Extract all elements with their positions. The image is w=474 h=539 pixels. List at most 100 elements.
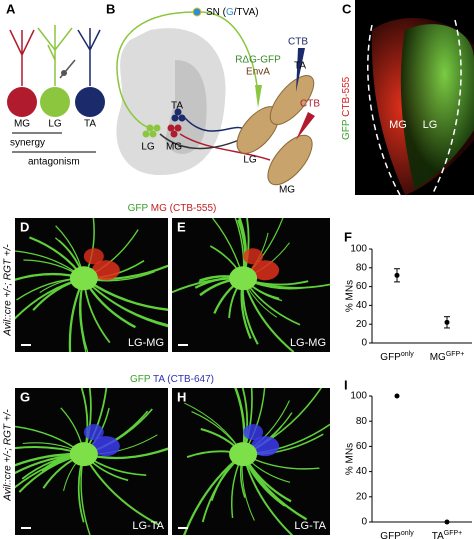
y-tick-label: 80 — [356, 416, 368, 427]
synapse — [61, 70, 67, 76]
category-sup: GFP+ — [444, 530, 462, 537]
micrograph: E LG-MG — [172, 218, 330, 352]
row-header: GFP TA (CTB-647) — [130, 374, 214, 385]
y-tick-label: 40 — [356, 466, 368, 477]
tracer-label: CTB — [288, 37, 308, 48]
category-sup: GFP+ — [446, 351, 464, 358]
channel-text: GFP — [341, 119, 352, 140]
mn-pool — [40, 87, 70, 117]
y-tick-label: 60 — [356, 281, 368, 292]
muscle — [269, 75, 315, 125]
outline — [431, 19, 462, 196]
motor-axon — [184, 117, 246, 132]
category: GFP — [380, 352, 401, 363]
panel-letter: D — [20, 219, 29, 234]
panel-letter: A — [6, 1, 16, 16]
y-tick-label: 0 — [361, 338, 367, 349]
x-tick-label: GFPonly — [380, 351, 414, 363]
y-tick-label: 20 — [356, 491, 368, 502]
panel-letter: C — [342, 1, 352, 16]
y-tick-label: 80 — [356, 262, 368, 273]
y-axis-label: % MNs — [345, 443, 356, 475]
mn-pool — [75, 87, 105, 117]
category-sup: only — [401, 351, 414, 358]
mn-pool — [7, 87, 37, 117]
soma — [69, 442, 98, 467]
muscle-label: MG — [279, 185, 295, 196]
panel-letter: F — [344, 229, 352, 244]
panel-caption: LG-MG — [290, 337, 326, 349]
micrograph: D LG-MG — [15, 218, 168, 352]
muscle-label: TA — [294, 61, 306, 72]
motor-axon — [179, 133, 271, 161]
injection — [296, 112, 315, 140]
muscle — [267, 134, 313, 186]
sn-text: /TVA) — [234, 7, 259, 18]
channel-text: MG (CTB-555) — [151, 203, 217, 214]
category: MG — [430, 352, 446, 363]
category: GFP — [380, 531, 401, 539]
tracer-cell — [83, 424, 104, 441]
sensory-axon — [199, 11, 259, 96]
tracer-cell — [91, 260, 120, 281]
x-tick-label: GFPonly — [380, 530, 414, 539]
x-tick-label: MGGFP+ — [430, 351, 465, 363]
injection — [255, 85, 262, 108]
sensory-axon — [116, 11, 196, 129]
cells — [172, 218, 330, 352]
sn-label: SN (G/TVA) — [206, 7, 259, 18]
outline — [367, 24, 401, 196]
soma — [229, 442, 258, 467]
channel-text: TA (CTB-647) — [153, 374, 214, 385]
panel-caption: LG-MG — [128, 337, 164, 349]
muscle-label: LG — [243, 155, 257, 166]
channel-text: GFP — [130, 374, 151, 385]
tracer-cell — [251, 260, 280, 281]
panel-c: C GFP CTB-555 MG LG — [341, 0, 474, 196]
muscle-label: LG — [48, 119, 62, 130]
green-signal — [400, 24, 474, 190]
data-point — [394, 272, 400, 278]
panel-letter: H — [177, 389, 186, 404]
injection — [296, 48, 305, 92]
tracer-cell — [91, 436, 120, 457]
pool-label: LG — [141, 142, 155, 153]
y-tick-label: 60 — [356, 441, 368, 452]
tracer-cell — [243, 424, 264, 441]
tracer-cell — [243, 248, 264, 265]
cells — [183, 388, 330, 535]
y-tick-label: 20 — [356, 319, 368, 330]
category: TA — [432, 531, 444, 539]
genotype: Avil::cre +/-; RGT +/- — [3, 244, 14, 337]
pool-label: TA — [171, 101, 183, 112]
micrograph: H LG-TA — [172, 388, 330, 535]
micrograph: G LG-TA — [15, 388, 168, 535]
cells — [15, 388, 168, 535]
y-tick-label: 100 — [350, 244, 367, 255]
micrographs: D LG-MG E LG-MG G LG-TA H LG-TA — [15, 218, 330, 535]
mn-clusters — [142, 108, 186, 138]
relation-label: antagonism — [28, 157, 80, 168]
muscle-label: MG — [14, 119, 30, 130]
soma — [69, 266, 98, 291]
y-tick-label: 0 — [361, 517, 367, 528]
genotype: Avil::cre +/-; RGT +/- — [3, 409, 14, 502]
virus-label: RΔG-GFP — [235, 55, 281, 66]
channel-text: CTB-555 — [341, 76, 352, 116]
row-header: GFP MG (CTB-555) — [128, 203, 217, 214]
cells — [15, 218, 168, 352]
sn-text: G — [226, 7, 234, 18]
panel-letter: E — [177, 219, 186, 234]
y-tick-label: 100 — [350, 391, 367, 402]
data-point — [444, 519, 450, 525]
panel-letter: G — [20, 389, 30, 404]
panel-caption: LG-TA — [132, 520, 164, 532]
panel-letter: I — [344, 377, 348, 392]
pool-label: MG — [166, 142, 182, 153]
tracer-label: CTB — [300, 99, 320, 110]
grey-matter — [165, 60, 207, 154]
data-point — [444, 319, 450, 325]
soma — [229, 266, 258, 291]
sensory-neuron — [192, 7, 202, 17]
